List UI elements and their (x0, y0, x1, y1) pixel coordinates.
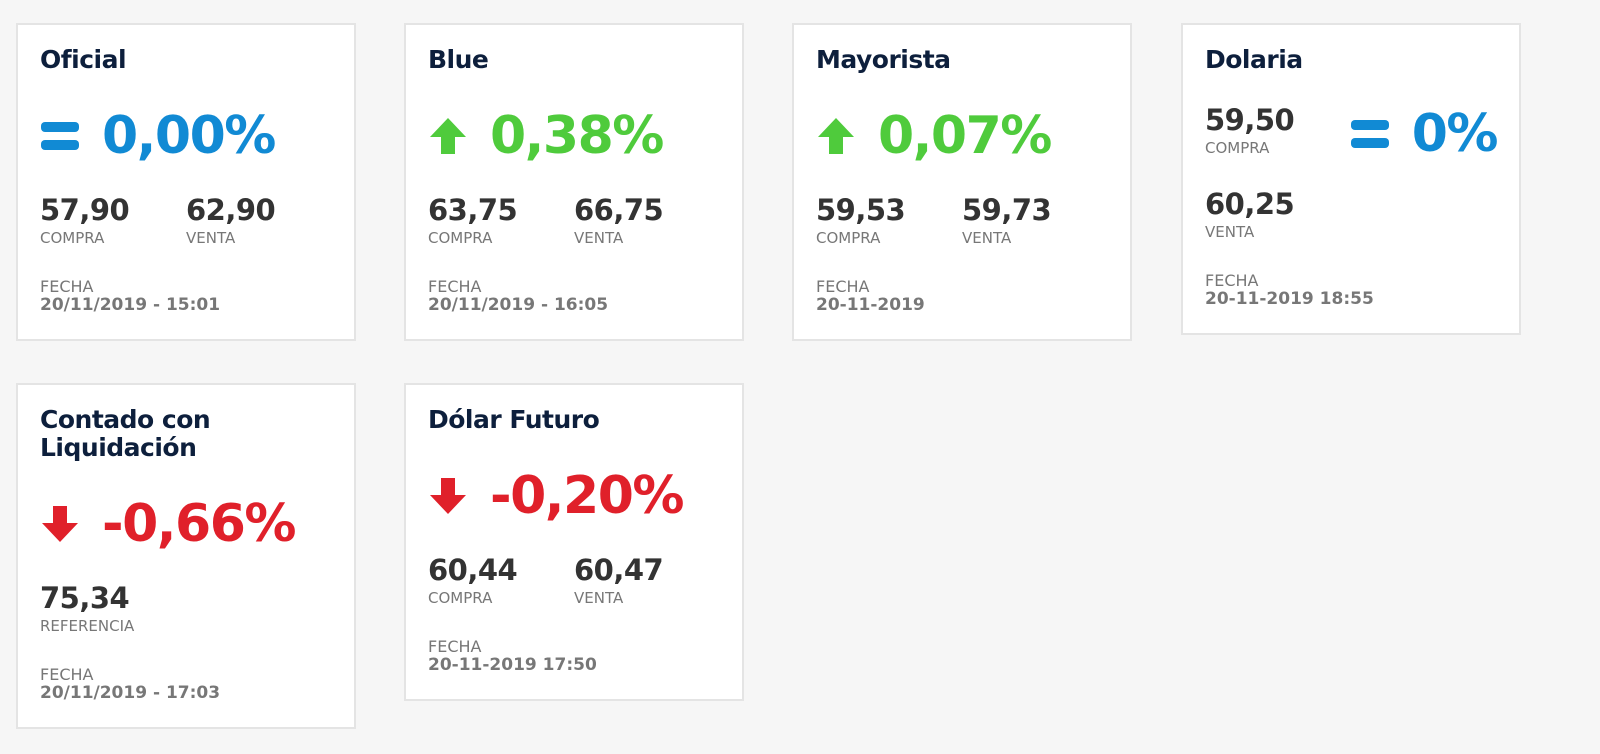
card: Dólar Futuro -0,20% 60,44 COMPRA 60,47 VEN… (404, 383, 744, 701)
value-label: COMPRA (428, 229, 493, 247)
value-label: REFERENCIA (40, 617, 135, 635)
card-title: Blue (428, 45, 489, 74)
date-label: FECHA (428, 277, 482, 296)
date-label: FECHA (40, 665, 94, 684)
value: 59,53 (816, 193, 906, 227)
value-label: VENTA (962, 229, 1012, 247)
value: 60,44 (428, 553, 518, 587)
value-label: VENTA (574, 589, 624, 607)
values: 59,53 COMPRA 59,73 VENTA (816, 194, 1108, 247)
change: -0,66% (40, 494, 332, 554)
value: 59,50 (1205, 103, 1295, 137)
change: 0,00% (40, 106, 332, 166)
values: 75,34 REFERENCIA (40, 582, 332, 635)
value: 60,25 (1205, 187, 1295, 221)
change-value: 0,07% (878, 106, 1052, 166)
card-title: Oficial (40, 45, 127, 74)
value-label: COMPRA (816, 229, 881, 247)
up-arrow-icon (818, 118, 854, 154)
up-arrow-icon (430, 118, 466, 154)
value-label: COMPRA (428, 589, 493, 607)
date-label: FECHA (428, 637, 482, 656)
date: 20/11/2019 - 16:05 (428, 295, 609, 315)
date: 20/11/2019 - 17:03 (40, 683, 221, 703)
value-label: VENTA (574, 229, 624, 247)
card: Dolaria 59,50 COMPRA 0% 60,25 VENTA FECHA … (1181, 23, 1521, 335)
value: 60,47 (574, 553, 664, 587)
down-arrow-icon (430, 478, 466, 514)
values: 60,44 COMPRA 60,47 VENTA (428, 554, 720, 607)
card-title: Contado con Liquidación (40, 405, 211, 462)
date: 20-11-2019 18:55 (1205, 289, 1374, 309)
change: 0,38% (428, 106, 720, 166)
date: 20-11-2019 17:50 (428, 655, 597, 675)
date-label: FECHA (1205, 271, 1259, 290)
change-value: 0% (1411, 104, 1499, 164)
down-arrow-icon (42, 506, 78, 542)
value-label: VENTA (1205, 223, 1255, 241)
equal-icon (41, 122, 79, 150)
card: Contado con Liquidación -0,66% 75,34 REFE… (16, 383, 356, 729)
split-row: 59,50 COMPRA 0% (1205, 103, 1499, 164)
values: 60,25 VENTA (1205, 188, 1497, 241)
change-value: -0,20% (490, 466, 684, 526)
card-title: Mayorista (816, 45, 951, 74)
card: Blue 0,38% 63,75 COMPRA 66,75 VENTA FECHA … (404, 23, 744, 341)
change: 0% (1350, 104, 1499, 164)
change-value: -0,66% (102, 494, 296, 554)
value: 62,90 (186, 193, 276, 227)
card-title: Dólar Futuro (428, 405, 600, 434)
value-label: VENTA (186, 229, 236, 247)
change: -0,20% (428, 466, 720, 526)
change: 0,07% (816, 106, 1108, 166)
value-label: COMPRA (40, 229, 105, 247)
value: 63,75 (428, 193, 518, 227)
equal-icon (1350, 120, 1389, 148)
value: 66,75 (574, 193, 664, 227)
card: Mayorista 0,07% 59,53 COMPRA 59,73 VENTA F… (792, 23, 1132, 341)
date: 20-11-2019 (816, 295, 925, 315)
value-label: COMPRA (1205, 139, 1270, 157)
card: Oficial 0,00% 57,90 COMPRA 62,90 VENTA FEC… (16, 23, 356, 341)
value: 59,73 (962, 193, 1052, 227)
card-title: Dolaria (1205, 45, 1303, 74)
date-label: FECHA (816, 277, 870, 296)
change-value: 0,00% (102, 106, 276, 166)
value: 57,90 (40, 193, 130, 227)
values: 63,75 COMPRA 66,75 VENTA (428, 194, 720, 247)
value: 75,34 (40, 581, 130, 615)
date-label: FECHA (40, 277, 94, 296)
values: 57,90 COMPRA 62,90 VENTA (40, 194, 332, 247)
change-value: 0,38% (490, 106, 664, 166)
date: 20/11/2019 - 15:01 (40, 295, 221, 315)
